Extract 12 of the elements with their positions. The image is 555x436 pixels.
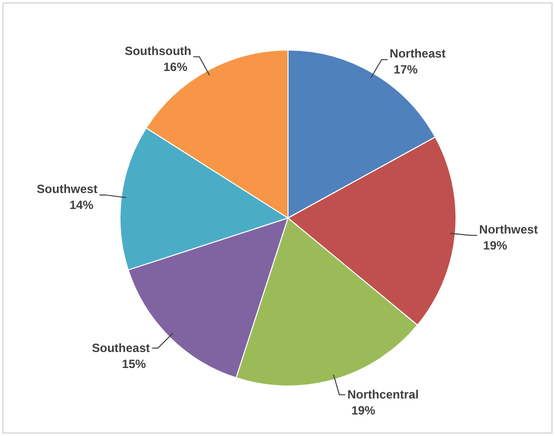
data-label: 19%: [483, 238, 508, 252]
data-label: 15%: [122, 357, 146, 372]
slice-label: Northeast: [390, 46, 446, 61]
slice-label: Southeast: [92, 341, 150, 356]
data-label: 17%: [394, 62, 418, 77]
data-label: 14%: [69, 198, 94, 212]
slice-label: Northwest: [479, 222, 538, 236]
slice-label: Southsouth: [124, 44, 192, 58]
slice-label: Northcentral: [347, 388, 419, 402]
slice-label: Southwest: [36, 182, 98, 196]
data-label: 16%: [163, 60, 188, 74]
data-label: 19%: [351, 404, 376, 418]
